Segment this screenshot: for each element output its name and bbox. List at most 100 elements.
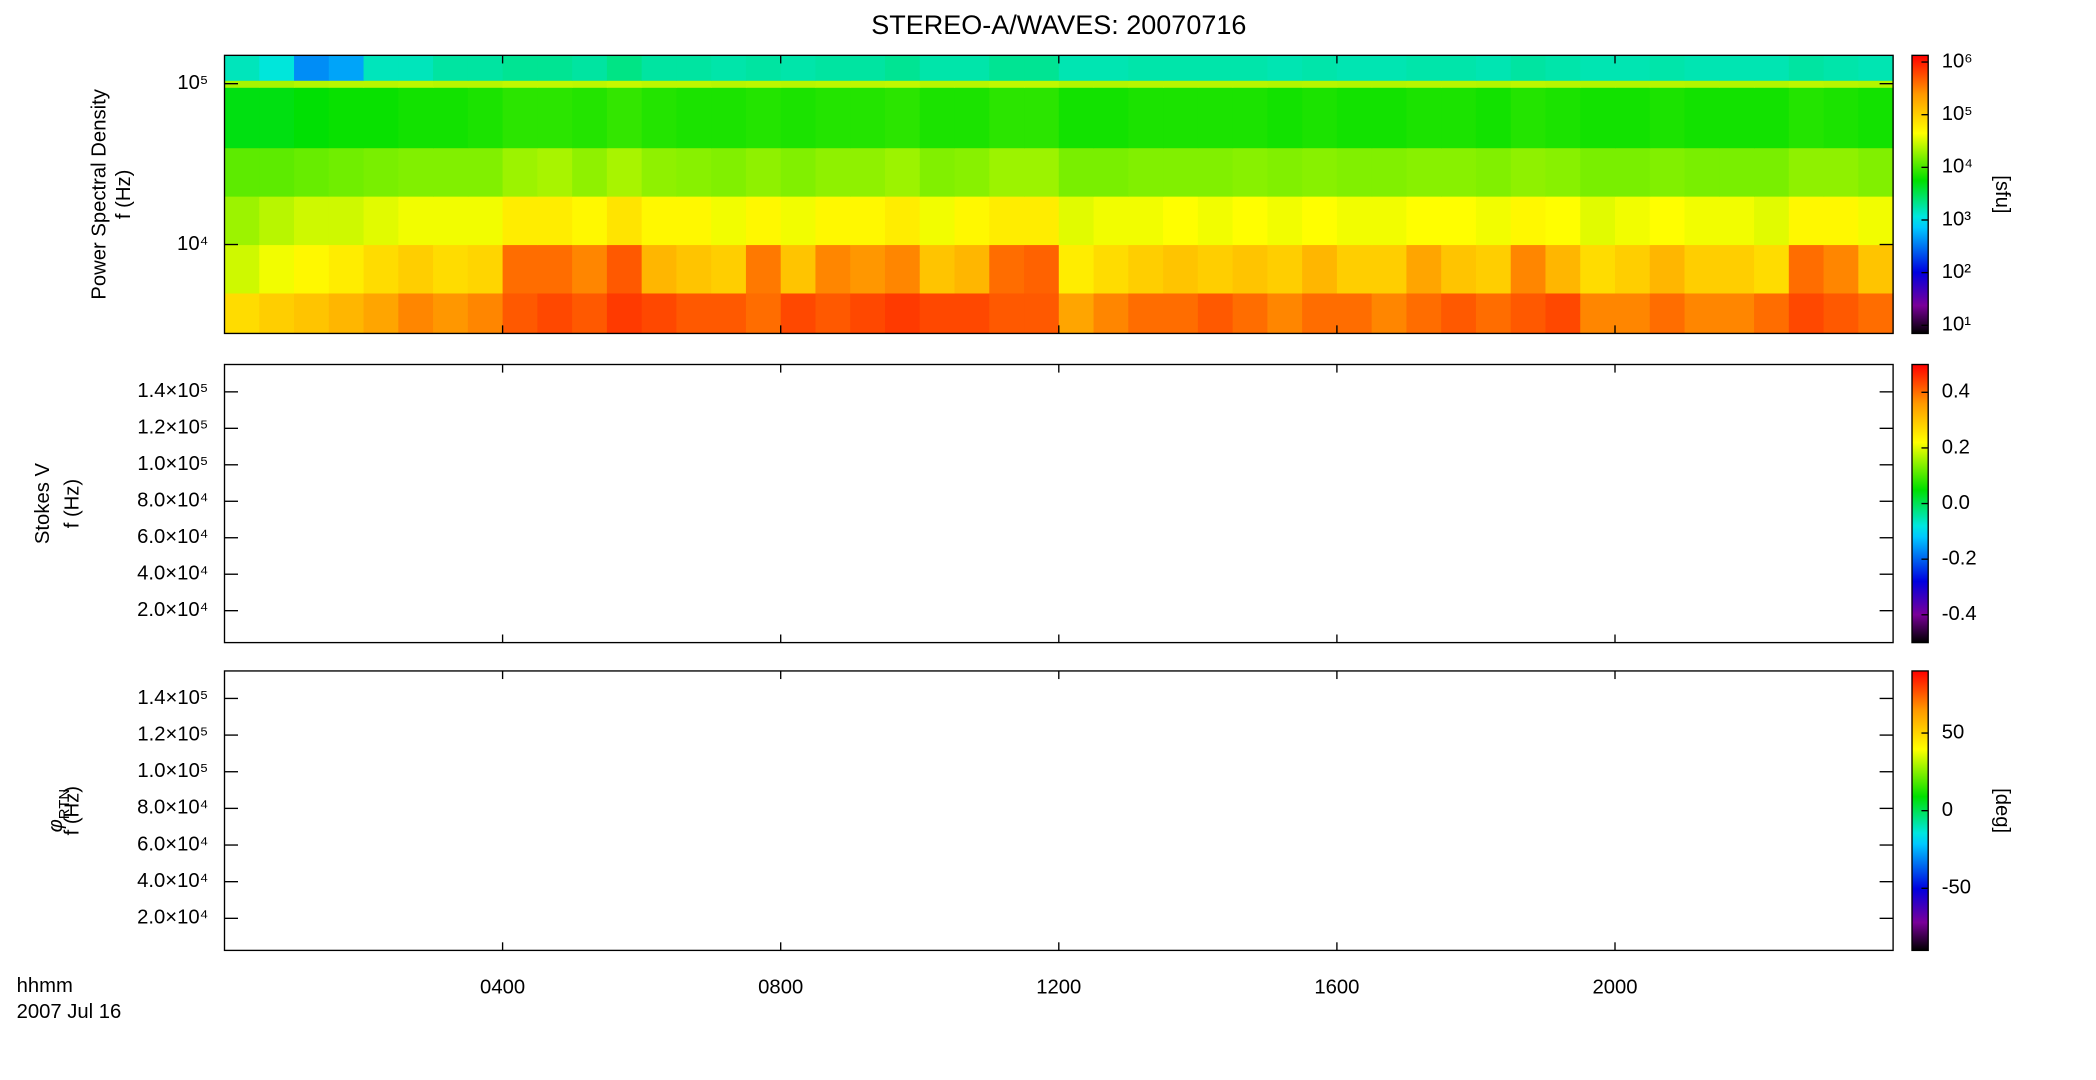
heatmap-cell xyxy=(1754,147,1790,197)
heatmap-cell xyxy=(1823,80,1859,88)
y-axis-label: Power Spectral Density xyxy=(89,88,111,299)
y-tick-label: 1.0×10⁵ xyxy=(137,760,208,782)
heatmap-cell xyxy=(1441,55,1477,81)
heatmap-cell xyxy=(572,292,608,334)
heatmap-cell xyxy=(780,80,817,88)
heatmap-cell xyxy=(1754,292,1790,334)
heatmap-cell xyxy=(1545,87,1581,149)
heatmap-cell xyxy=(606,87,643,149)
colorbar-tick-label: 0.2 xyxy=(1942,436,1970,458)
heatmap-cell xyxy=(328,292,365,334)
heatmap-cell xyxy=(1788,244,1825,294)
heatmap-cell xyxy=(224,147,260,197)
heatmap-cell xyxy=(1475,244,1512,294)
heatmap-cell xyxy=(884,55,921,81)
heatmap-cell xyxy=(398,196,434,246)
colorbar-tick-label: 10⁶ xyxy=(1942,50,1973,72)
heatmap-cell xyxy=(363,80,399,88)
heatmap-cell xyxy=(1441,147,1477,197)
heatmap-cell xyxy=(1232,244,1268,294)
heatmap-cell xyxy=(328,80,365,88)
heatmap-cell xyxy=(884,244,921,294)
heatmap-cell xyxy=(1441,80,1477,88)
heatmap-cell xyxy=(1267,80,1303,88)
heatmap-cell xyxy=(502,244,538,294)
heatmap-cell xyxy=(606,55,643,81)
colorbar-tick-label: -0.4 xyxy=(1942,603,1977,625)
heatmap-cell xyxy=(1058,147,1095,197)
heatmap-cell xyxy=(328,244,365,294)
heatmap-cell xyxy=(1545,196,1581,246)
heatmap-cell xyxy=(1302,55,1338,81)
heatmap-cell xyxy=(780,147,817,197)
heatmap-cell xyxy=(780,244,817,294)
heatmap-cell xyxy=(1615,147,1651,197)
heatmap-cell xyxy=(676,292,712,334)
heatmap-cell xyxy=(224,55,260,81)
heatmap-cell xyxy=(537,80,573,88)
heatmap-cell xyxy=(1684,244,1720,294)
heatmap-cell xyxy=(954,147,990,197)
heatmap-cell xyxy=(1058,80,1095,88)
heatmap-cell xyxy=(1058,292,1095,334)
heatmap-cell xyxy=(1719,292,1755,334)
heatmap-cell xyxy=(363,87,399,149)
heatmap-cell xyxy=(1163,80,1199,88)
heatmap-cell xyxy=(884,87,921,149)
heatmap-cell xyxy=(467,196,504,246)
colorbar-tick-label: 50 xyxy=(1942,721,1965,743)
colorbar-tick-label: 0.4 xyxy=(1942,381,1970,403)
y-tick-label: 10⁵ xyxy=(177,72,208,94)
heatmap-cell xyxy=(989,80,1025,88)
heatmap-cell xyxy=(954,244,990,294)
heatmap-cell xyxy=(1093,55,1129,81)
heatmap-cell xyxy=(1302,80,1338,88)
heatmap-cell xyxy=(1719,87,1755,149)
heatmap-cell xyxy=(572,87,608,149)
heatmap-cell xyxy=(363,147,399,197)
heatmap-cell xyxy=(433,80,469,88)
x-tick-label: 0400 xyxy=(480,977,525,999)
heatmap-cell xyxy=(1232,80,1268,88)
heatmap-cell xyxy=(1649,196,1686,246)
y-tick-label: 10⁴ xyxy=(177,233,208,255)
heatmap-cell xyxy=(676,196,712,246)
heatmap-cell xyxy=(328,55,365,81)
heatmap-cell xyxy=(641,55,677,81)
heatmap-cell xyxy=(1545,80,1581,88)
heatmap-cell xyxy=(572,80,608,88)
heatmap-cell xyxy=(1823,244,1859,294)
heatmap-cell xyxy=(259,244,295,294)
heatmap-cell xyxy=(745,147,782,197)
heatmap-cell xyxy=(850,87,886,149)
heatmap-cell xyxy=(1232,292,1268,334)
heatmap-cell xyxy=(1093,196,1129,246)
heatmap-cell xyxy=(433,292,469,334)
y-tick-label: 4.0×10⁴ xyxy=(137,563,208,585)
heatmap-cell xyxy=(1336,292,1373,334)
y-tick-label: 4.0×10⁴ xyxy=(137,870,208,892)
heatmap-cell xyxy=(1823,55,1859,81)
heatmap-cell xyxy=(433,147,469,197)
heatmap-cell xyxy=(815,80,851,88)
heatmap-cell xyxy=(1024,196,1060,246)
heatmap-cell xyxy=(1267,147,1303,197)
heatmap-cell xyxy=(780,292,817,334)
heatmap-cell xyxy=(572,196,608,246)
heatmap-cell xyxy=(606,147,643,197)
heatmap-cell xyxy=(676,55,712,81)
heatmap-cell xyxy=(1371,55,1407,81)
heatmap-cell xyxy=(1406,80,1442,88)
heatmap-cell xyxy=(850,292,886,334)
colorbar-tick-label: 10³ xyxy=(1942,208,1972,230)
heatmap-cell xyxy=(1371,244,1407,294)
heatmap-cell xyxy=(1128,55,1164,81)
heatmap-cell xyxy=(1267,292,1303,334)
heatmap-cell xyxy=(606,292,643,334)
heatmap-cell xyxy=(502,87,538,149)
heatmap-cell xyxy=(1580,55,1616,81)
heatmap-cell xyxy=(850,147,886,197)
heatmap-cell xyxy=(537,87,573,149)
heatmap-cell xyxy=(815,87,851,149)
heatmap-cell xyxy=(1615,55,1651,81)
